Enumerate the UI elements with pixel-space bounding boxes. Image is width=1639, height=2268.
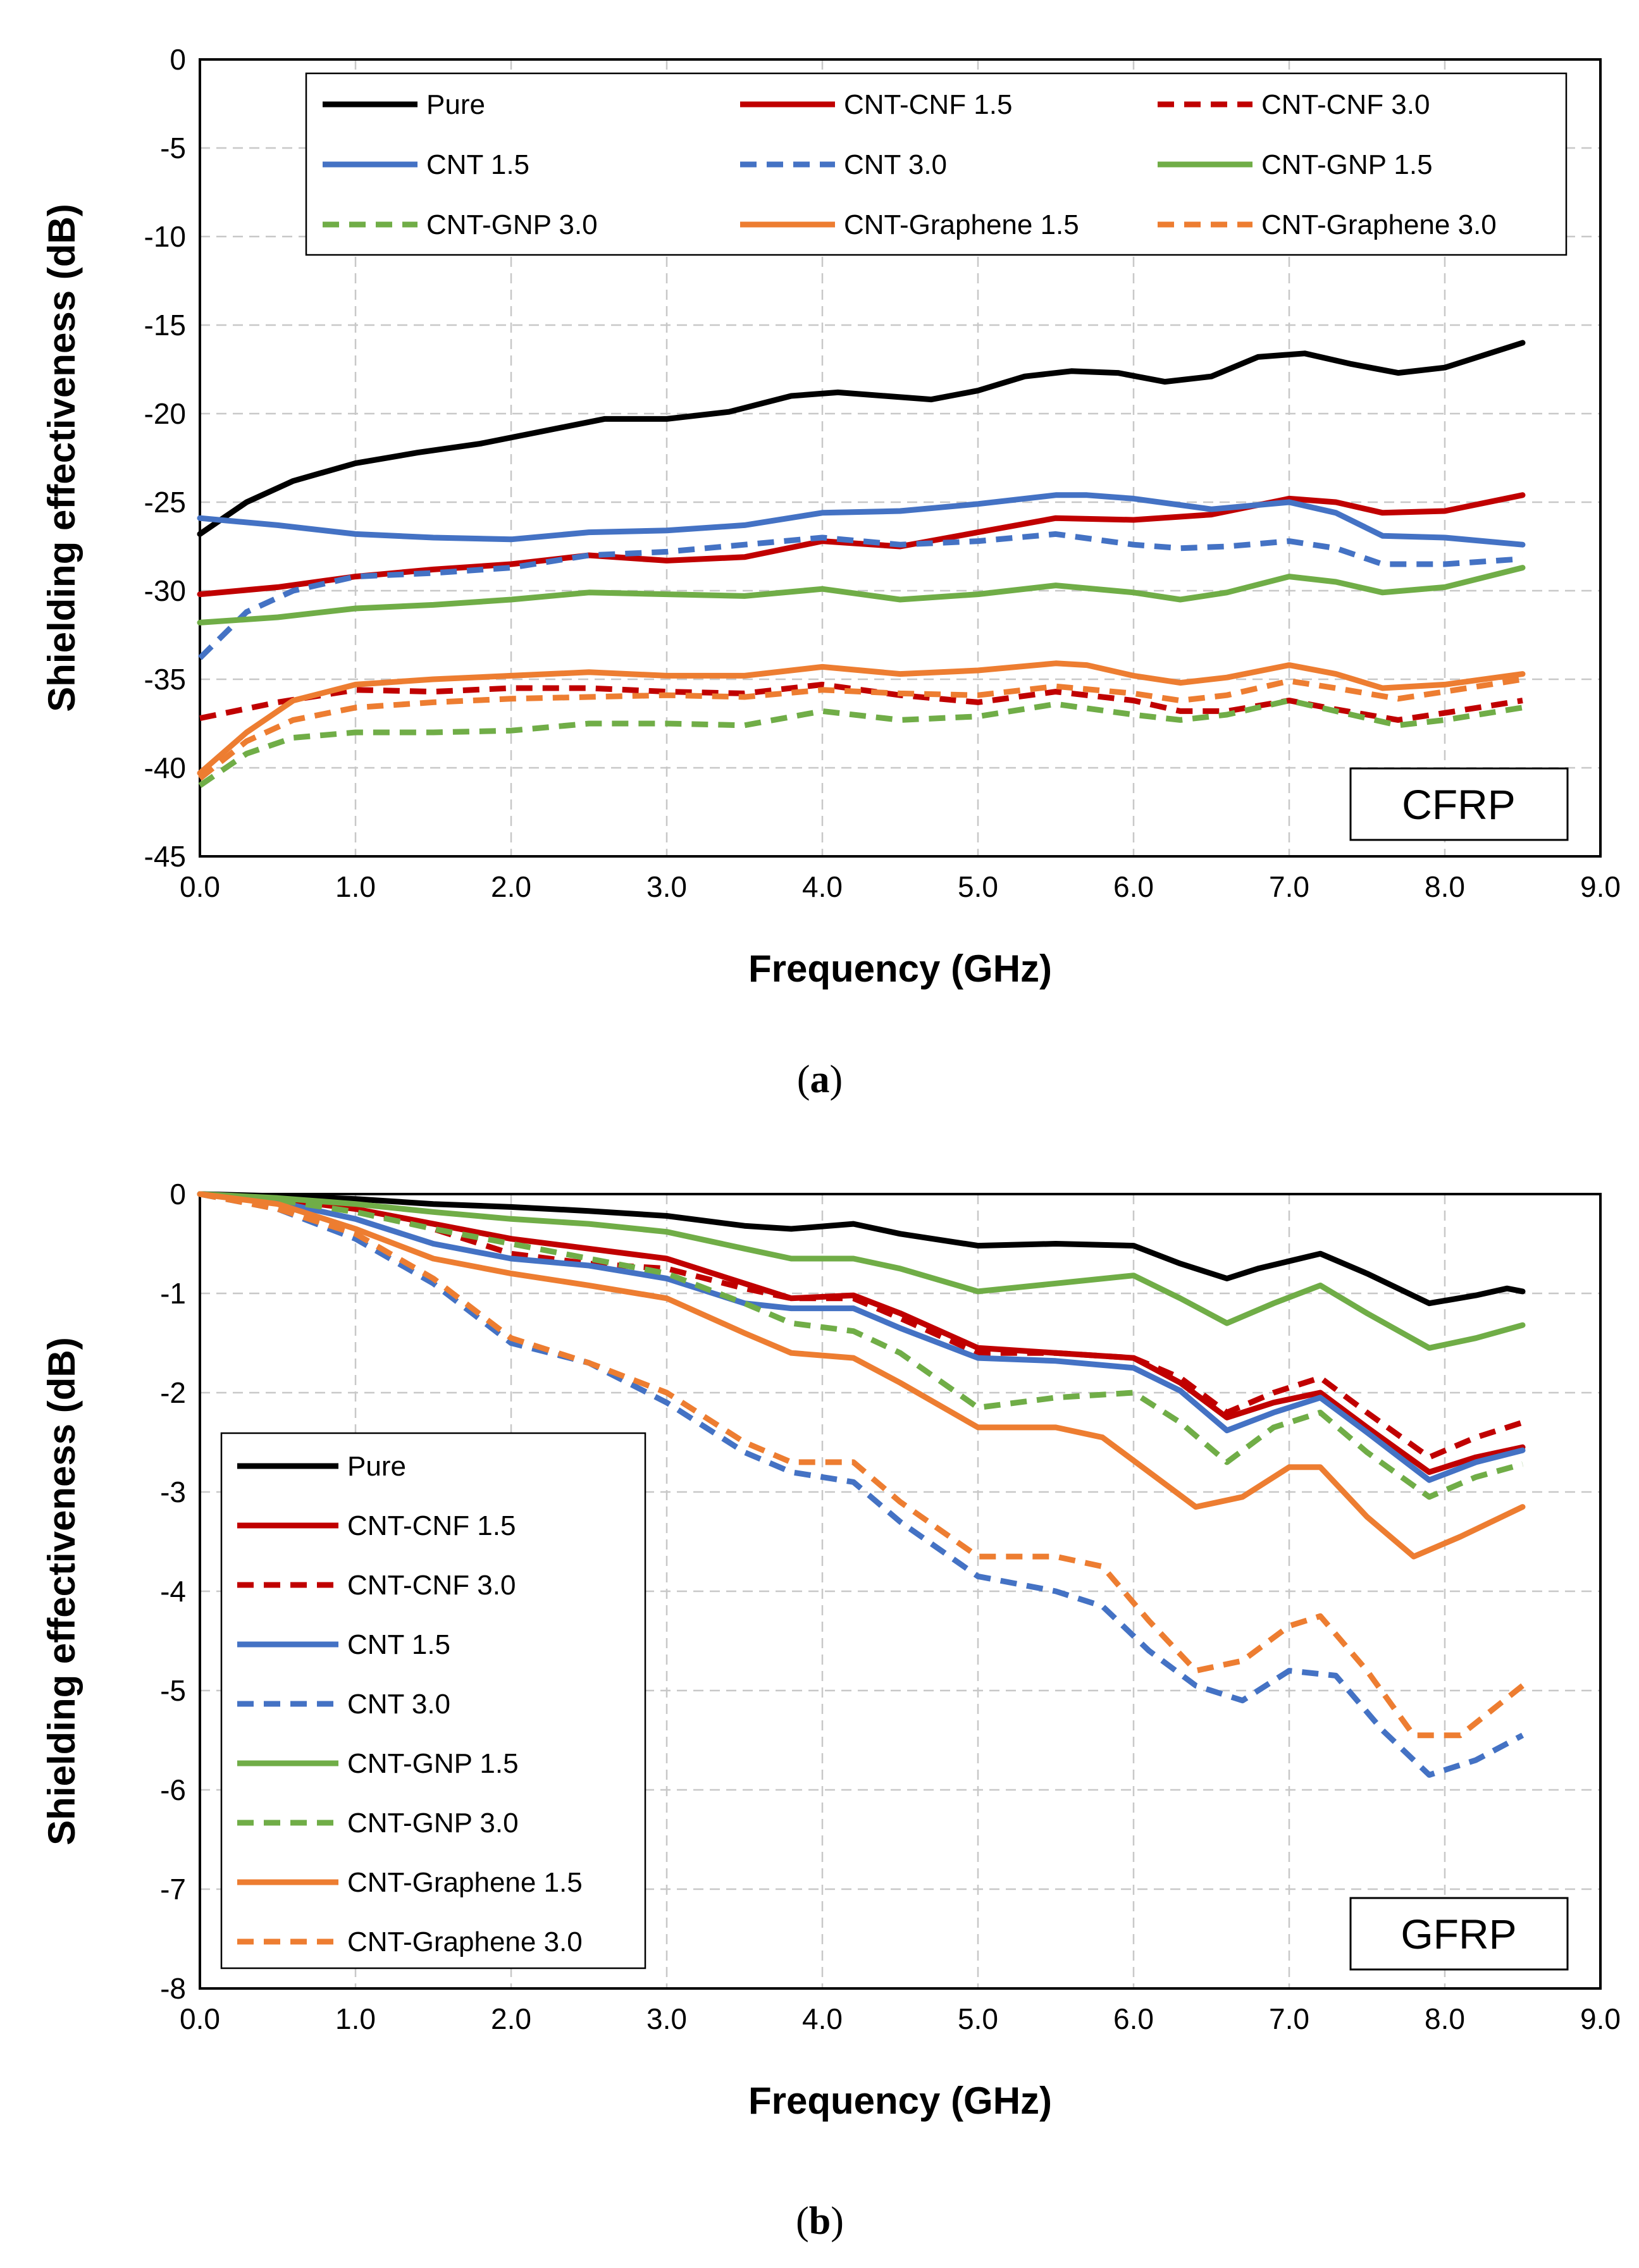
panel-a-series-cnt-graphene-3-0 xyxy=(198,676,1523,781)
panel-b-xtick-label: 6.0 xyxy=(1113,2002,1154,2035)
panel-b-plot-frame xyxy=(199,1193,1602,1990)
panel-b-ytick-label: -2 xyxy=(160,1376,186,1409)
panel-b-series-pure xyxy=(197,1191,1526,1307)
panel-b-annotation: GFRP xyxy=(1401,1911,1516,1957)
panel-b-xtick-label: 7.0 xyxy=(1269,2002,1309,2035)
panel-a-xtick-label: 2.0 xyxy=(491,870,531,903)
panel-a-ytick-label: -15 xyxy=(144,309,186,342)
panel-a-ylabel: Shielding effectiveness (dB) xyxy=(40,204,83,712)
panel-a-series-cnt-3-0 xyxy=(197,531,1523,660)
panel-a-legend-label-cnt-1-5: CNT 1.5 xyxy=(426,149,529,180)
panel-a-ytick-label: -40 xyxy=(144,751,186,784)
panel-b-ytick-label: 0 xyxy=(170,1178,186,1211)
panel-a-xtick-label: 0.0 xyxy=(180,870,220,903)
panel-b-ytick-label: -4 xyxy=(160,1575,186,1608)
panel-b-series-cnt-cnf-3-0 xyxy=(199,1191,1524,1460)
panel-b-series-cnt-cnf-1-5 xyxy=(197,1191,1526,1476)
panel-b-ytick-label: -7 xyxy=(160,1873,186,1906)
panel-b-legend-label-pure: Pure xyxy=(347,1451,406,1482)
panel-a-annotation: CFRP xyxy=(1402,781,1516,828)
panel-a-ytick-label: -30 xyxy=(144,574,186,607)
panel-a-series-cnt-gnp-3-0 xyxy=(198,698,1523,788)
panel-b-xlabel: Frequency (GHz) xyxy=(748,2080,1052,2122)
panel-b-legend-label-cnt-gnp-3-0: CNT-GNP 3.0 xyxy=(347,1808,519,1839)
panel-b-series-cnt-gnp-3-0 xyxy=(199,1191,1524,1500)
panel-a-ytick-label: -20 xyxy=(144,397,186,430)
panel-a-legend-box xyxy=(305,72,1568,256)
panel-b-xtick-label: 3.0 xyxy=(646,2002,687,2035)
panel-a-xtick-label: 9.0 xyxy=(1580,870,1621,903)
panel-b-legend-label-cnt-1-5: CNT 1.5 xyxy=(347,1629,450,1660)
panel-a-caption: (a) xyxy=(797,1058,843,1101)
panel-a-legend: Pure CNT-CNF 1.5 CNT-CNF 3.0 CNT 1.5 CNT 3.0… xyxy=(305,72,1568,256)
panel-a-series-pure xyxy=(197,340,1526,537)
panel-a-ytick-label: 0 xyxy=(170,43,186,76)
panel-a-annotation-box xyxy=(1349,767,1569,841)
panel-a-series-cnt-1-5 xyxy=(197,492,1526,548)
panel-b-series-cnt-3-0 xyxy=(199,1191,1525,1778)
panel-a-xtick-label: 5.0 xyxy=(958,870,998,903)
panel-a-legend-label-cnt-gnp-3-0: CNT-GNP 3.0 xyxy=(426,209,598,240)
panel-a-ytick-label: -5 xyxy=(160,132,186,164)
panel-b-legend-label-cnt-3-0: CNT 3.0 xyxy=(347,1689,450,1720)
panel-b-xtick-label: 8.0 xyxy=(1425,2002,1465,2035)
panel-a-ytick-label: -45 xyxy=(144,840,186,873)
panel-a-xtick-label: 6.0 xyxy=(1113,870,1154,903)
panel-a-xtick-label: 3.0 xyxy=(646,870,687,903)
panel-b-legend: Pure CNT-CNF 1.5 CNT-CNF 3.0 CNT 1.5 CNT 3.0… xyxy=(220,1432,646,1969)
panel-b-series-cnt-graphene-3-0 xyxy=(199,1191,1525,1739)
panel-a-legend-label-cnt-cnf-1-5: CNT-CNF 1.5 xyxy=(844,89,1012,120)
panel-a-legend-label-pure: Pure xyxy=(426,89,485,120)
panel-b-xtick-label: 4.0 xyxy=(802,2002,843,2035)
panel-b-ytick-label: -6 xyxy=(160,1773,186,1806)
panel-b-legend-label-cnt-graphene-1-5: CNT-Graphene 1.5 xyxy=(347,1867,583,1898)
panel-a-legend-label-cnt-gnp-1-5: CNT-GNP 1.5 xyxy=(1261,149,1433,180)
panel-b-xtick-label: 5.0 xyxy=(958,2002,998,2035)
panel-b-ylabel: Shielding effectiveness (dB) xyxy=(40,1337,83,1846)
panel-b-legend-label-cnt-gnp-1-5: CNT-GNP 1.5 xyxy=(347,1748,519,1779)
panel-b-annotation-box xyxy=(1349,1897,1569,1971)
panel-a-xlabel: Frequency (GHz) xyxy=(748,947,1052,990)
panel-b-legend-label-cnt-graphene-3-0: CNT-Graphene 3.0 xyxy=(347,1926,583,1957)
panel-a-series-cnt-gnp-1-5 xyxy=(197,565,1526,626)
panel-b-xtick-label: 2.0 xyxy=(491,2002,531,2035)
panel-a-xtick-label: 1.0 xyxy=(335,870,376,903)
panel-b-xtick-label: 0.0 xyxy=(180,2002,220,2035)
panel-b-caption: (b) xyxy=(796,2200,844,2243)
panel-a-ytick-label: -35 xyxy=(144,663,186,696)
panel-a-xtick-label: 8.0 xyxy=(1425,870,1465,903)
panel-b-series-cnt-graphene-1-5 xyxy=(197,1191,1526,1560)
panel-a-legend-label-cnt-graphene-3-0: CNT-Graphene 3.0 xyxy=(1261,209,1497,240)
panel-a-ytick-label: -25 xyxy=(144,486,186,519)
panel-b-ytick-label: -1 xyxy=(160,1277,186,1310)
panel-a-legend-label-cnt-graphene-1-5: CNT-Graphene 1.5 xyxy=(844,209,1079,240)
panel-a-chart: 0 -5 -10 -15 -20 -25 -30 -35 -40 -450.0 1.0 2.0 3.0 4… xyxy=(40,43,1621,990)
panel-b-chart: 0 -1 -2 -3 -4 -5 -6 -7 -80.0 1.0 2.0 3.0 4.0 5.0 6.0 7.… xyxy=(40,1178,1621,2122)
panel-a-ytick-label: -10 xyxy=(144,220,186,253)
panel-b-ytick-label: -8 xyxy=(160,1972,186,2005)
panel-b-ytick-label: -5 xyxy=(160,1674,186,1707)
panel-b-xtick-label: 1.0 xyxy=(335,2002,376,2035)
panel-a-series-cnt-graphene-1-5 xyxy=(197,660,1526,776)
panel-b-series-cnt-gnp-1-5 xyxy=(197,1191,1526,1351)
panel-b-series-cnt-1-5 xyxy=(197,1191,1526,1483)
panel-b-xtick-label: 9.0 xyxy=(1580,2002,1621,2035)
panel-a-legend-label-cnt-cnf-3-0: CNT-CNF 3.0 xyxy=(1261,89,1430,120)
panel-b-legend-label-cnt-cnf-3-0: CNT-CNF 3.0 xyxy=(347,1570,516,1601)
panel-b-ytick-label: -3 xyxy=(160,1476,186,1508)
panel-b-legend-box xyxy=(220,1432,646,1969)
panel-a-legend-label-cnt-3-0: CNT 3.0 xyxy=(844,149,947,180)
panel-b-legend-label-cnt-cnf-1-5: CNT-CNF 1.5 xyxy=(347,1510,516,1541)
panel-a-series-cnt-cnf-3-0 xyxy=(199,681,1523,723)
panel-a-plot-frame xyxy=(199,58,1602,858)
panel-a-xtick-label: 7.0 xyxy=(1269,870,1309,903)
panel-a-xtick-label: 4.0 xyxy=(802,870,843,903)
